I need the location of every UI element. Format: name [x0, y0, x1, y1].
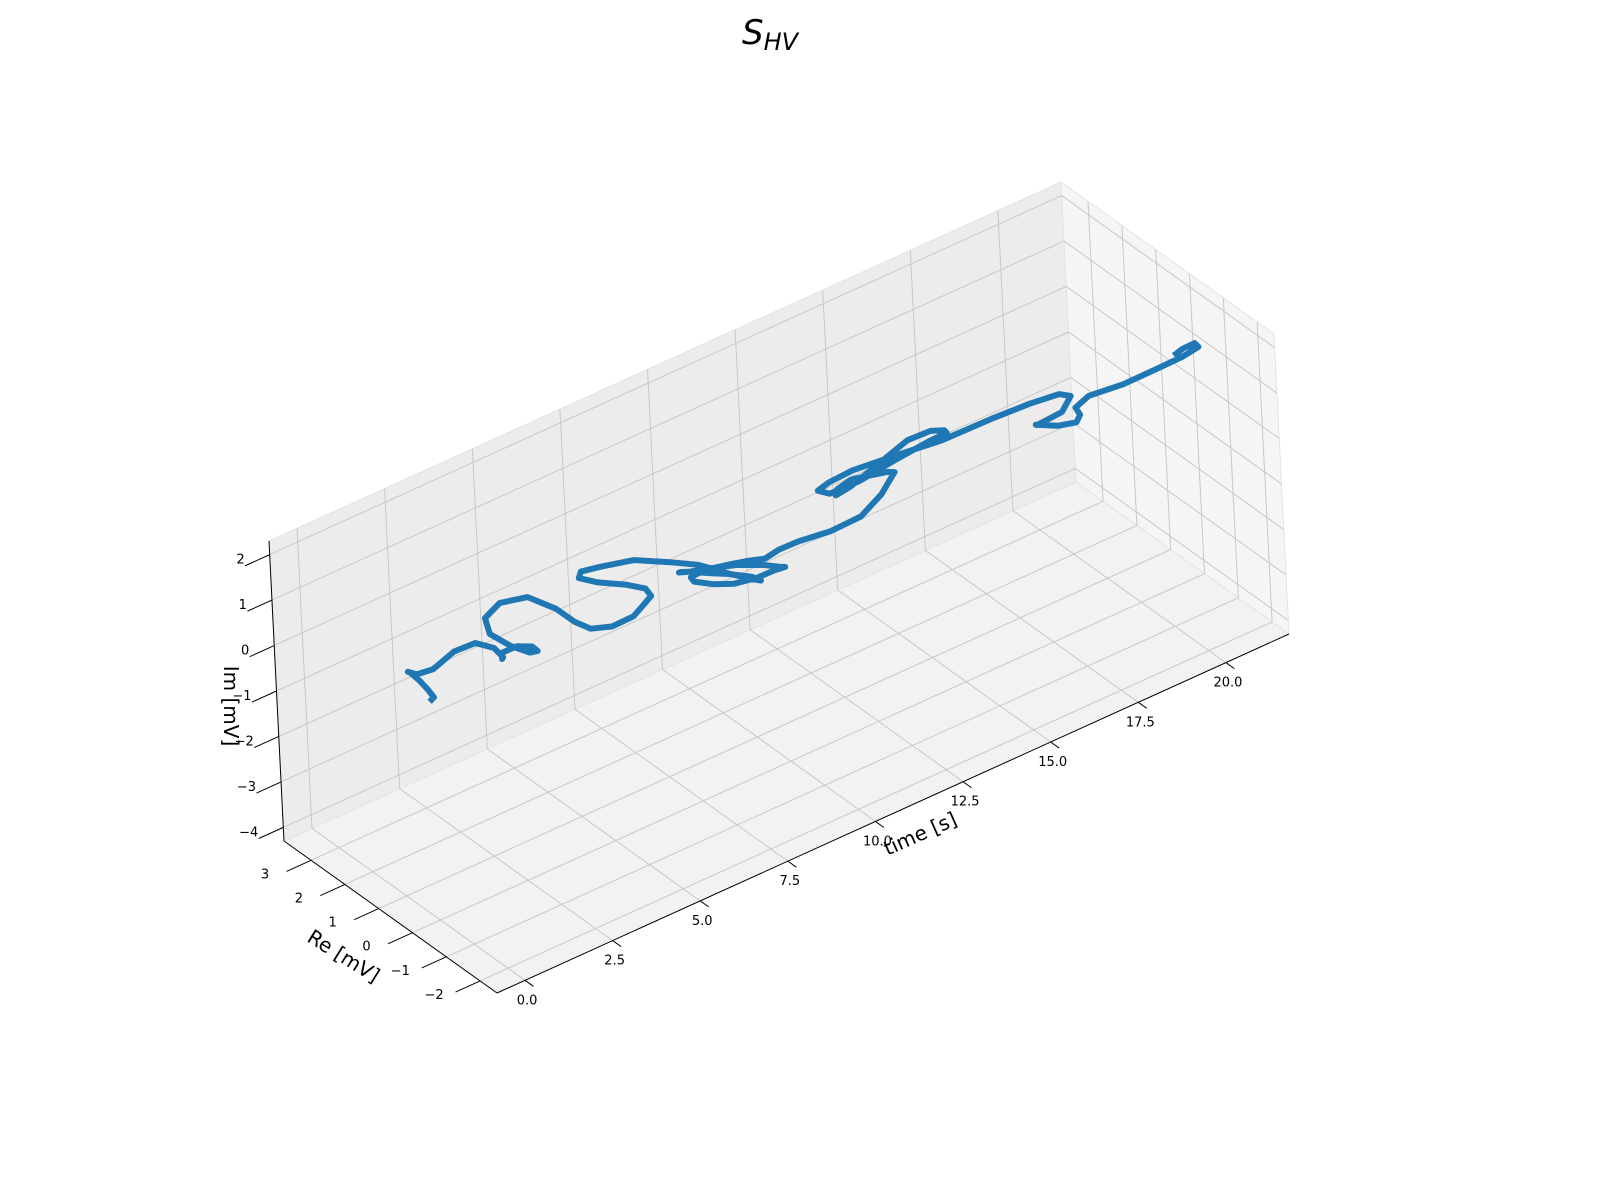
y-gridline: [412, 273, 1206, 934]
tick-marks: 0.0 2.5 5.0 7.5 10.0 12.5 15.0 17.5 20.0 −2 −1 0 1 2 3…: [232, 553, 1242, 1009]
z-tick-label: −1: [232, 689, 251, 704]
z-gridline: [276, 331, 1282, 692]
y-tick: [455, 980, 481, 993]
x-tick: [875, 821, 885, 828]
z-tick-label: 1: [239, 598, 247, 613]
z-tick-label: −3: [237, 780, 256, 795]
x-tick: [524, 979, 534, 987]
y-gridline: [446, 297, 1239, 958]
x-tick: [699, 900, 709, 908]
z-tick: [251, 690, 277, 703]
x-gridline: [296, 528, 526, 981]
z-tick: [256, 781, 282, 794]
y-tick: [320, 883, 346, 897]
x-tick: [612, 940, 622, 948]
y-gridline: [479, 321, 1273, 982]
chart-title-subscript: HV: [764, 28, 800, 56]
y-tick-label: 0: [362, 940, 370, 955]
z-tick-label: 2: [236, 553, 244, 568]
z-gridline: [283, 467, 1289, 828]
y-gridline: [344, 225, 1138, 885]
x-tick: [962, 781, 972, 789]
z-tick: [254, 735, 279, 749]
y-tick-label: −2: [425, 988, 444, 1003]
series-group: [404, 340, 1202, 704]
z-tick-label: 0: [241, 644, 249, 659]
chart-title-main: S: [742, 13, 764, 53]
y-axis-line: [283, 840, 498, 994]
y-tick-label: −1: [391, 964, 410, 979]
x-axis-label: time [s]: [880, 807, 961, 860]
x-tick-label: 2.5: [604, 954, 625, 969]
x-tick-label: 10.0: [863, 834, 892, 849]
x-gridline: [734, 329, 964, 783]
x-gridline: [384, 488, 613, 942]
x-gridline: [997, 210, 1227, 664]
chart-title: SHV: [742, 13, 800, 56]
x-tick-label: 12.5: [951, 795, 980, 810]
y-tick: [286, 859, 312, 872]
z-gridline: [271, 240, 1278, 601]
y-gridline: [378, 249, 1172, 910]
series-line: [404, 340, 1202, 704]
x-tick-label: 0.0: [517, 993, 538, 1008]
z-tick: [249, 645, 275, 658]
x-gridline: [647, 369, 876, 822]
z-gridline: [278, 376, 1285, 737]
x-tick: [1138, 701, 1148, 709]
x-gridline: [822, 289, 1051, 743]
y-tick-label: 3: [261, 867, 269, 882]
y-tick: [353, 908, 379, 921]
x-tick-label: 17.5: [1126, 715, 1155, 730]
z-tick: [247, 599, 273, 612]
x-tick: [787, 860, 797, 868]
y-tick-label: 2: [295, 891, 303, 906]
x-tick-label: 5.0: [692, 914, 713, 929]
x-tick-label: 15.0: [1038, 755, 1067, 770]
x-tick-label: 20.0: [1213, 676, 1242, 691]
x-axis-line: [496, 633, 1290, 994]
x-gridline: [909, 250, 1139, 703]
z-tick-label: −4: [239, 825, 258, 840]
x-gridline: [559, 409, 789, 862]
gridlines: [269, 195, 1289, 982]
z-gridline: [273, 285, 1280, 646]
x-gridline: [471, 448, 701, 902]
y-tick: [421, 956, 447, 969]
y-gridline: [310, 201, 1104, 861]
z-gridline: [269, 195, 1275, 556]
x-tick: [1225, 662, 1235, 670]
z-tick: [244, 554, 270, 567]
y-axis-label: Re [mV]: [303, 925, 384, 988]
y-tick: [387, 932, 413, 945]
z-tick: [258, 826, 284, 839]
axis-panes: [268, 180, 1290, 994]
x-tick-label: 7.5: [780, 874, 801, 889]
z-tick-label: −2: [235, 734, 254, 749]
y-tick-label: 1: [329, 916, 337, 931]
x-tick: [1050, 741, 1060, 749]
z-axis-label: Im [mV]: [219, 666, 243, 747]
